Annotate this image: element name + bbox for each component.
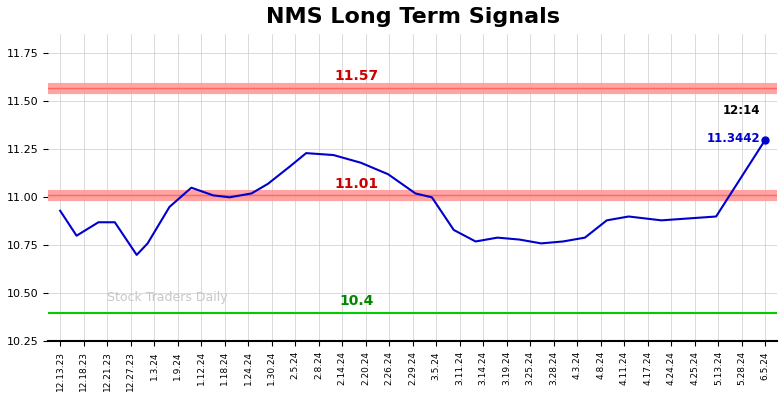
Text: 11.57: 11.57	[334, 69, 379, 83]
Text: Stock Traders Daily: Stock Traders Daily	[107, 291, 227, 304]
Text: 11.3442: 11.3442	[707, 132, 760, 145]
Text: 11.01: 11.01	[334, 177, 379, 191]
Text: 12:14: 12:14	[723, 103, 760, 117]
Title: NMS Long Term Signals: NMS Long Term Signals	[266, 7, 560, 27]
Text: 10.4: 10.4	[339, 294, 373, 308]
